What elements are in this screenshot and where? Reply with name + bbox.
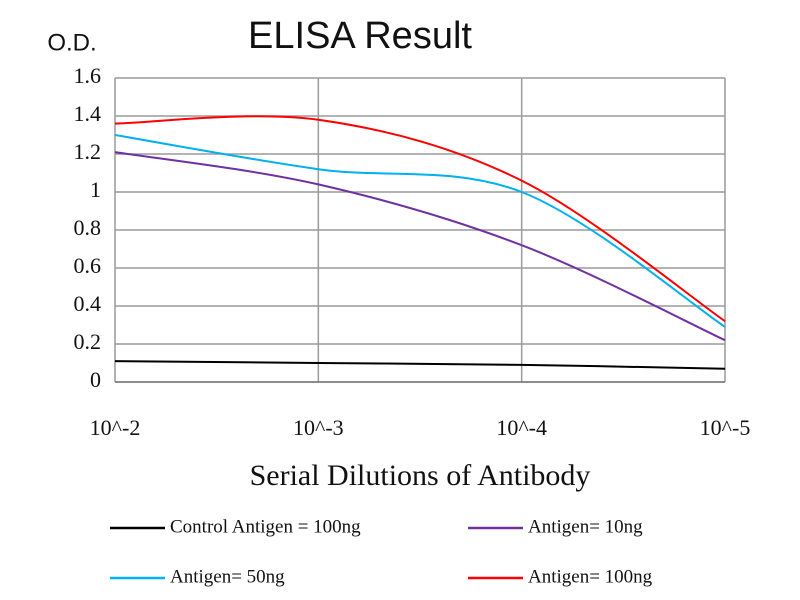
y-tick-label: 1 bbox=[90, 177, 101, 202]
x-tick-label: 10^-4 bbox=[496, 415, 547, 440]
series-line bbox=[114, 360, 726, 370]
x-tick-label: 10^-5 bbox=[700, 415, 751, 440]
y-tick-label: 1.2 bbox=[74, 139, 102, 164]
y-tick-label: 0.2 bbox=[74, 329, 102, 354]
y-tick-label: 1.6 bbox=[74, 63, 102, 88]
y-axis-label: O.D. bbox=[47, 29, 96, 56]
y-tick-label: 0.8 bbox=[74, 215, 102, 240]
series-line bbox=[114, 134, 726, 328]
legend-label: Control Antigen = 100ng bbox=[170, 516, 361, 537]
x-tick-label: 10^-2 bbox=[90, 415, 141, 440]
legend-label: Antigen= 50ng bbox=[170, 566, 285, 587]
y-tick-label: 0.6 bbox=[74, 253, 102, 278]
x-axis-label: Serial Dilutions of Antibody bbox=[250, 459, 591, 492]
legend-label: Antigen= 100ng bbox=[528, 566, 653, 587]
y-tick-label: 0 bbox=[90, 367, 101, 392]
x-tick-label: 10^-3 bbox=[293, 415, 344, 440]
legend-label: Antigen= 10ng bbox=[528, 516, 643, 537]
chart-title: ELISA Result bbox=[248, 15, 472, 57]
series-line bbox=[114, 151, 726, 342]
y-tick-label: 1.4 bbox=[74, 101, 102, 126]
series-line bbox=[114, 115, 726, 323]
y-tick-label: 0.4 bbox=[74, 291, 102, 316]
